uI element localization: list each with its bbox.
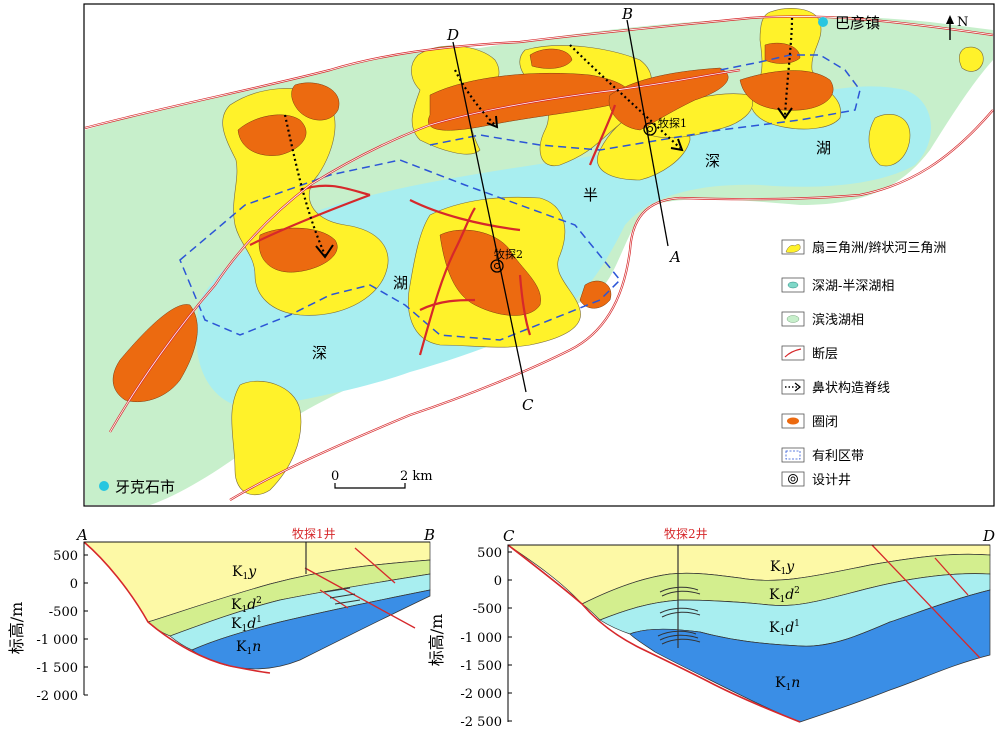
lake-word-5: 深 <box>312 344 327 362</box>
section-ab-start-letter: A <box>75 526 88 544</box>
section-ab-unit-k1y: K1y <box>232 564 257 582</box>
section-ab-well-label: 牧探1井 <box>292 527 336 541</box>
profile-letter-b: B <box>621 5 633 23</box>
section-ab-tick: 0 <box>70 577 78 592</box>
north-label: N <box>957 15 968 30</box>
section-ab-ylabel: 标高/m <box>7 602 26 655</box>
lake-word-1: 半 <box>583 186 598 204</box>
legend-item-zone: 有利区带 <box>812 449 864 464</box>
scale-zero: 0 <box>331 469 339 484</box>
section-cd-tick: -2 500 <box>460 715 502 730</box>
town-marker <box>818 17 828 27</box>
section-ab-tick: -1 500 <box>36 661 78 676</box>
section-ab-reservoirs <box>324 587 361 605</box>
section-cd-ticks <box>508 551 512 722</box>
section-cd-unit-k1d1: K1d1 <box>769 619 800 638</box>
section-ab-tick: -1 000 <box>36 633 78 648</box>
section-cd-tick: 500 <box>477 546 502 561</box>
well-label-2: 牧探2 <box>494 247 523 261</box>
section-cd-faults <box>871 544 981 659</box>
legend-item-deep: 深湖-半深湖相 <box>812 279 894 294</box>
section-cd-tick: -2 000 <box>460 687 502 702</box>
profile-letter-c: C <box>522 396 534 414</box>
legend-item-shallow: 滨浅湖相 <box>812 312 864 328</box>
section-ab-unit-k1d2: K1d2 <box>231 596 262 615</box>
fault-lines <box>84 15 994 501</box>
city-label-yakeshi: 牙克石市 <box>115 478 175 496</box>
section-cd-unit-k1y: K1y <box>770 559 795 577</box>
section-ab-faults <box>304 547 416 629</box>
nose-ridge-arrows <box>283 17 794 256</box>
legend: 扇三角洲/辫状河三角洲 深湖-半深湖相 滨浅湖相 断层 鼻状构造脊线 圈闭 有利… <box>781 239 946 488</box>
profile-lines <box>452 19 669 393</box>
profile-letter-d: D <box>446 26 459 44</box>
basement-boundary <box>507 544 801 723</box>
section-ab-tick: -2 000 <box>36 689 78 704</box>
basement-boundary <box>83 541 271 674</box>
legend-item-fault: 断层 <box>812 347 838 362</box>
section-ab-unit-k1n: K1n <box>236 639 261 657</box>
town-label-bayan: 巴彦镇 <box>835 14 880 32</box>
well-icon <box>490 259 504 273</box>
scale-bar: 0 2 km <box>331 469 433 489</box>
section-cd-end-letter: D <box>982 527 995 545</box>
section-cd-well-label: 牧探2井 <box>664 527 708 541</box>
section-ab: 牧探1井 A B 500 0 -500 -1 000 -1 500 -2 000… <box>7 526 435 704</box>
section-ab-ticks <box>84 554 88 696</box>
lake-word-3: 湖 <box>816 139 831 157</box>
legend-item-fan: 扇三角洲/辫状河三角洲 <box>812 240 946 256</box>
section-cd-tick: -500 <box>473 602 502 617</box>
lake-word-4: 湖 <box>393 274 408 292</box>
section-cd-unit-k1d2: K1d2 <box>769 586 800 605</box>
favorable-zone-outlines <box>179 54 861 341</box>
well-label-1: 牧探1 <box>658 116 687 130</box>
section-ab-unit-k1d1: K1d1 <box>231 615 262 634</box>
profile-letter-a: A <box>668 248 681 266</box>
layer-k1n <box>629 589 991 723</box>
profile-line-ab <box>626 19 669 247</box>
nose-ridge-arrowheads <box>315 107 793 259</box>
map-panel: 牧探1 牧探2 B A D C 半 深 湖 湖 深 巴彦镇 牙克石市 N 0 2… <box>83 3 995 507</box>
section-cd-ylabel: 标高/m <box>427 614 446 667</box>
section-ab-end-letter: B <box>423 526 435 544</box>
section-cd-tick: -1 000 <box>460 631 502 646</box>
well-muotan1 <box>643 122 657 136</box>
section-cd-tick: -1 500 <box>460 659 502 674</box>
legend-item-trap: 圈闭 <box>812 415 838 430</box>
city-marker <box>99 481 109 491</box>
legend-item-ridge: 鼻状构造脊线 <box>812 380 890 396</box>
well-icon <box>643 122 657 136</box>
section-cd-tick: 0 <box>494 574 502 589</box>
north-arrow-icon <box>946 15 954 40</box>
lake-word-2: 深 <box>705 152 720 170</box>
profile-line-cd <box>452 41 527 393</box>
section-ab-tick: 500 <box>53 549 78 564</box>
deep-lake-area <box>196 86 932 409</box>
section-cd: 牧探2井 C D 500 0 -500 -1 000 -1 500 -2 000… <box>427 527 995 730</box>
scale-value: 2 km <box>400 469 433 484</box>
section-cd-unit-k1n: K1n <box>775 675 800 693</box>
well-muotan2 <box>490 259 504 273</box>
section-cd-start-letter: C <box>503 527 515 545</box>
section-ab-tick: -500 <box>49 605 78 620</box>
legend-item-well: 设计井 <box>812 473 851 488</box>
